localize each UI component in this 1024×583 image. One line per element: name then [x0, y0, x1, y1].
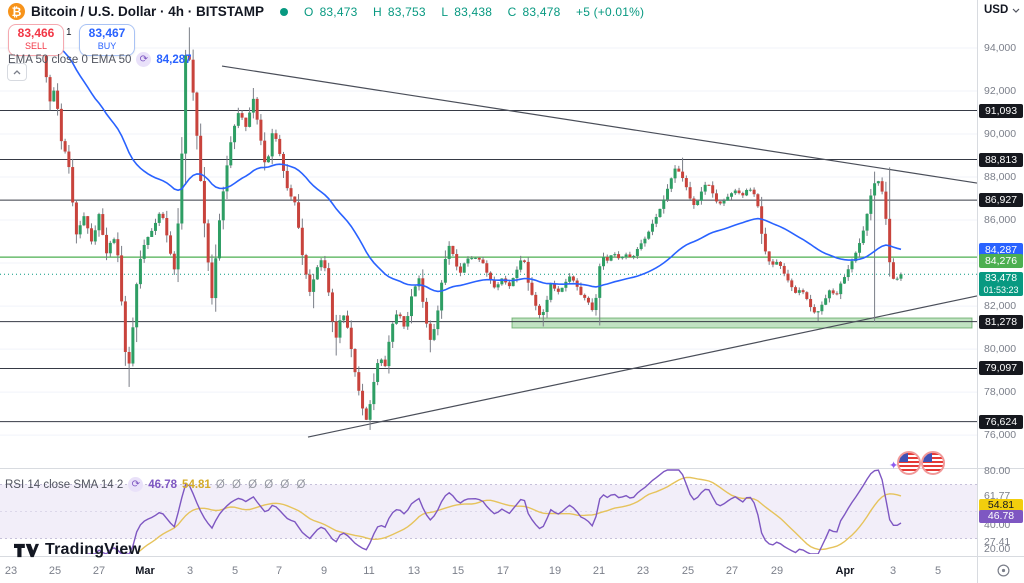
price-line-label: 79,097 [979, 361, 1023, 376]
rsi-sma-value: 54.81 [182, 478, 211, 491]
time-scale-label: 23 [636, 565, 650, 577]
time-scale-label: 23 [4, 565, 18, 577]
scale-target-icon[interactable] [996, 563, 1012, 579]
candlestick-series [33, 27, 903, 430]
time-scale-label: 19 [548, 565, 562, 577]
support-zone [511, 317, 973, 329]
symbol-header: ₿ Bitcoin / U.S. Dollar · 4h · BITSTAMP … [8, 3, 650, 20]
price-scale-tick: 92,000 [984, 85, 1017, 97]
buy-button[interactable]: 83,467 BUY [79, 24, 135, 56]
price-line-label: 76,624 [979, 414, 1023, 429]
time-scale-label: 25 [48, 565, 62, 577]
last-price-label: 83,478 01:53:23 [979, 272, 1023, 297]
last-price-value: 83,478 [984, 272, 1018, 285]
time-scale-label: 17 [496, 565, 510, 577]
price-scale-tick: 82,000 [984, 300, 1017, 313]
time-scale-label: Apr [835, 565, 855, 577]
time-scale-label: 5 [231, 565, 239, 577]
rsi-scale-tick: 61.77 [984, 489, 1011, 502]
economic-event-flag-usa[interactable] [921, 451, 945, 475]
sell-price: 83,466 [17, 26, 55, 40]
time-scale-label: 11 [363, 565, 375, 577]
price-scale-tick: 76,000 [984, 429, 1017, 442]
buy-price: 83,467 [88, 26, 126, 40]
time-scale-label: 25 [681, 565, 695, 577]
bitcoin-icon: ₿ [8, 3, 25, 20]
time-scale-label: 29 [770, 565, 784, 577]
economic-event-flag-usa[interactable] [897, 451, 921, 475]
time-scale-label: Mar [135, 565, 155, 577]
ohlc-values: O 83,473 H 83,753 L 83,438 C 83,478 +5 (+0.0… [304, 4, 645, 19]
price-scale-tick: 90,000 [984, 128, 1017, 141]
price-line-label: 88,813 [979, 152, 1023, 167]
rsi-indicator-label: RSI 14 close SMA 14 2 [5, 478, 124, 491]
time-scale-label: 13 [407, 565, 421, 577]
ema-price-label: 84,287 [979, 242, 1023, 257]
change-value: +5 (+0.01%) [576, 4, 645, 19]
rsi-band [0, 484, 977, 539]
price-line-label: 86,927 [979, 193, 1023, 208]
time-scale-label: 27 [725, 565, 739, 577]
time-scale-label: 27 [92, 565, 106, 577]
price-line-label: 91,093 [979, 103, 1023, 118]
ema-value: 84,287 [156, 53, 192, 66]
chevron-up-icon [13, 69, 21, 74]
loading-spinner-icon: ⟳ [128, 477, 144, 492]
ema-indicator-row[interactable]: EMA 50 close 0 EMA 50 ⟳ 84,287 [8, 52, 192, 67]
symbol-title[interactable]: Bitcoin / U.S. Dollar · 4h · BITSTAMP [31, 4, 265, 19]
loading-spinner-icon: ⟳ [136, 52, 152, 67]
trendlines [221, 65, 978, 438]
time-scale-label: 7 [275, 565, 283, 577]
low-value: 83,438 [454, 4, 493, 19]
rsi-scale-tick: 20.00 [984, 543, 1011, 555]
time-scale-label: 5 [934, 565, 942, 577]
horizontal-level-lines [0, 110, 977, 423]
rsi-scale-tick: 27.41 [984, 535, 1011, 548]
chevron-down-icon [1012, 8, 1020, 13]
market-status-dot [280, 7, 289, 16]
tradingview-mark-icon [14, 543, 39, 557]
time-scale-label: 9 [320, 565, 328, 577]
rsi-divergence-zeros: Ø Ø Ø Ø Ø Ø [215, 478, 308, 491]
tradingview-logo-text: TradingView [45, 541, 142, 558]
time-scale-label: 3 [889, 565, 897, 577]
close-value: 83,478 [522, 4, 561, 19]
time-scale-label: 15 [451, 565, 465, 577]
tradingview-logo[interactable]: TradingView [14, 541, 141, 559]
time-scale-label: 3 [186, 565, 194, 577]
price-scale-tick: 80,000 [984, 343, 1017, 356]
rsi-scale-tick: 80.00 [984, 465, 1011, 477]
rsi-value: 46.78 [148, 478, 178, 491]
rsi-pane-lines [87, 469, 902, 554]
grid-lines [0, 47, 977, 436]
rsi-sma-label: 54.81 [979, 499, 1023, 512]
ema-indicator-label: EMA 50 close 0 EMA 50 [8, 53, 132, 66]
time-scale-label: 21 [592, 565, 606, 577]
ema-line [34, 34, 902, 293]
price-line-label: 81,278 [979, 314, 1023, 329]
price-scale-tick: 88,000 [984, 171, 1017, 184]
price-scale-currency-selector[interactable]: USD [984, 4, 1020, 16]
rsi-value-label: 46.78 [979, 509, 1023, 523]
price-scale-tick: 86,000 [984, 214, 1017, 227]
sparkle-icon: ✦ [889, 460, 899, 472]
sell-button[interactable]: 83,466 SELL [8, 24, 64, 56]
price-scale-tick: 78,000 [984, 386, 1017, 399]
currency-label: USD [984, 4, 1009, 16]
spread-value: 1 [66, 27, 72, 38]
ray-price-label: 84,276 [979, 254, 1023, 269]
rsi-indicator-row[interactable]: RSI 14 close SMA 14 2 ⟳ 46.78 54.81 Ø Ø … [5, 477, 307, 492]
open-value: 83,473 [319, 4, 358, 19]
collapse-panel-button[interactable] [7, 63, 27, 81]
price-scale-tick: 94,000 [984, 42, 1017, 54]
high-value: 83,753 [387, 4, 426, 19]
bar-countdown: 01:53:23 [983, 285, 1019, 296]
